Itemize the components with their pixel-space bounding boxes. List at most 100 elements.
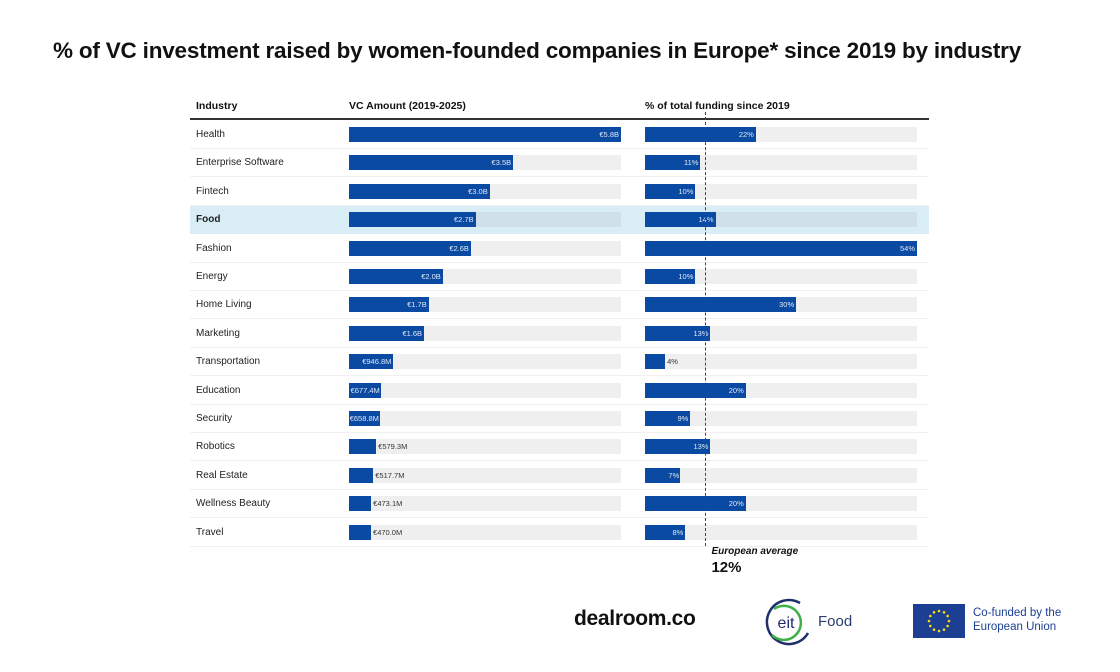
vc-amount-value-label: €3.0B — [468, 186, 488, 196]
pct-total-bar — [645, 240, 917, 256]
eu-flag-icon — [913, 604, 965, 638]
table-row: Health €5.8B 22% — [190, 121, 929, 149]
industry-label: Robotics — [196, 441, 235, 453]
table-row: Travel €470.0M 8% — [190, 519, 929, 547]
dealroom-logo: dealroom.co — [574, 607, 696, 630]
vc-amount-bar — [349, 439, 377, 455]
column-header-pct-total: % of total funding since 2019 — [645, 100, 790, 112]
pct-total-track: 7% — [645, 467, 917, 483]
vc-amount-track: €658.8M — [349, 411, 621, 426]
vc-amount-value-label: €5.8B — [599, 130, 619, 139]
pct-total-value-label: 10% — [678, 272, 694, 281]
vc-amount-track: €946.8M — [349, 354, 621, 370]
table-row: Real Estate €517.7M 7% — [190, 462, 929, 490]
pct-total-value-label: 22% — [738, 130, 754, 139]
eu-star — [932, 611, 936, 614]
vc-amount-value-label: €579.3M — [378, 442, 408, 452]
eit-ring-icon: eit — [765, 598, 810, 646]
vc-amount-track: €517.7M — [349, 467, 621, 483]
european-average-value: 12% — [711, 559, 742, 576]
vc-amount-bar — [349, 325, 425, 341]
pct-total-value-label: 10% — [678, 186, 694, 196]
table-row: Education €677.4M 20% — [190, 377, 929, 405]
industry-label: Fintech — [196, 185, 229, 197]
table-row: Fashion €2.6B 54% — [190, 235, 929, 263]
vc-amount-track: €2.0B — [349, 269, 621, 284]
vc-amount-value-label: €1.7B — [407, 300, 427, 310]
pct-total-bar — [645, 439, 711, 455]
pct-total-track: 4% — [645, 354, 917, 370]
pct-total-value-label: 30% — [779, 300, 795, 310]
industry-label: Real Estate — [196, 469, 248, 481]
pct-total-bar — [645, 467, 681, 483]
vc-amount-value-label: €2.6B — [449, 243, 469, 253]
pct-total-track: 13% — [645, 439, 917, 455]
pct-total-track: 11% — [645, 155, 917, 171]
vc-amount-bar — [349, 269, 443, 284]
vc-amount-value-label: €470.0M — [373, 527, 403, 537]
vc-amount-bar — [349, 297, 429, 313]
eu-star — [929, 614, 932, 618]
vc-amount-bar — [349, 467, 374, 483]
vc-amount-bar — [349, 155, 514, 171]
eu-star — [929, 624, 932, 628]
eu-cofunded-text: Co-funded by the European Union — [973, 606, 1061, 634]
pct-total-track: 54% — [645, 240, 917, 256]
pct-total-bar — [645, 524, 686, 540]
industry-label: Health — [196, 129, 225, 140]
table-row: Security €658.8M 9% — [190, 405, 929, 433]
vc-amount-track: €470.0M — [349, 524, 621, 540]
pct-total-track: 13% — [645, 325, 917, 341]
eu-star — [932, 628, 936, 631]
vc-amount-track: €1.7B — [349, 297, 621, 313]
pct-total-bar — [645, 354, 666, 370]
pct-total-bar — [645, 325, 711, 341]
industry-label: Security — [196, 413, 233, 424]
pct-total-track: 20% — [645, 382, 917, 398]
vc-amount-bar — [349, 354, 394, 370]
industry-label: Transportation — [196, 356, 261, 368]
table-row: Wellness Beauty €473.1M 20% — [190, 490, 929, 519]
vc-amount-bar — [349, 411, 380, 426]
pct-total-value-label: 11% — [683, 158, 699, 168]
industry-label: Energy — [196, 271, 228, 282]
industry-label: Travel — [196, 526, 224, 538]
pct-total-bar — [645, 297, 797, 313]
vc-amount-value-label: €2.7B — [454, 215, 474, 225]
vc-amount-value-label: €473.1M — [373, 499, 403, 509]
pct-total-value-label: 20% — [728, 385, 744, 395]
vc-amount-value-label: €2.0B — [421, 272, 441, 281]
pct-total-value-label: 7% — [668, 470, 680, 480]
vc-amount-value-label: €946.8M — [362, 357, 392, 367]
eu-star — [946, 614, 949, 618]
pct-total-track: 30% — [645, 297, 917, 313]
pct-total-value-label: 13% — [693, 328, 709, 338]
pct-total-bar — [645, 411, 691, 426]
eu-star — [937, 629, 941, 633]
industry-label: Education — [196, 384, 241, 396]
eu-star — [937, 609, 941, 613]
vc-amount-bar — [349, 496, 372, 512]
eu-star — [927, 619, 931, 623]
pct-total-track: 14% — [645, 212, 917, 228]
pct-total-bar — [645, 127, 756, 142]
eu-star — [947, 619, 951, 623]
industry-label: Marketing — [196, 327, 240, 339]
pct-total-bar — [645, 496, 746, 512]
table-row: Food €2.7B 14% — [190, 206, 929, 235]
table-row: Marketing €1.6B 13% — [190, 320, 929, 348]
eit-food-logo: eit Food — [760, 597, 870, 649]
pct-total-value-label: 4% — [667, 357, 678, 367]
vc-amount-track: €473.1M — [349, 496, 621, 512]
vc-amount-bar — [349, 382, 381, 398]
european-average-line — [705, 112, 707, 546]
vc-amount-value-label: €517.7M — [375, 470, 405, 480]
vc-amount-bar — [349, 212, 476, 228]
pct-total-value-label: 54% — [899, 243, 915, 253]
vc-amount-track: €1.6B — [349, 325, 621, 341]
vc-amount-bar — [349, 183, 490, 199]
table-row: Fintech €3.0B 10% — [190, 178, 929, 206]
eu-star — [942, 611, 946, 614]
eit-mark: eit — [778, 615, 795, 632]
column-header-industry: Industry — [196, 100, 238, 112]
